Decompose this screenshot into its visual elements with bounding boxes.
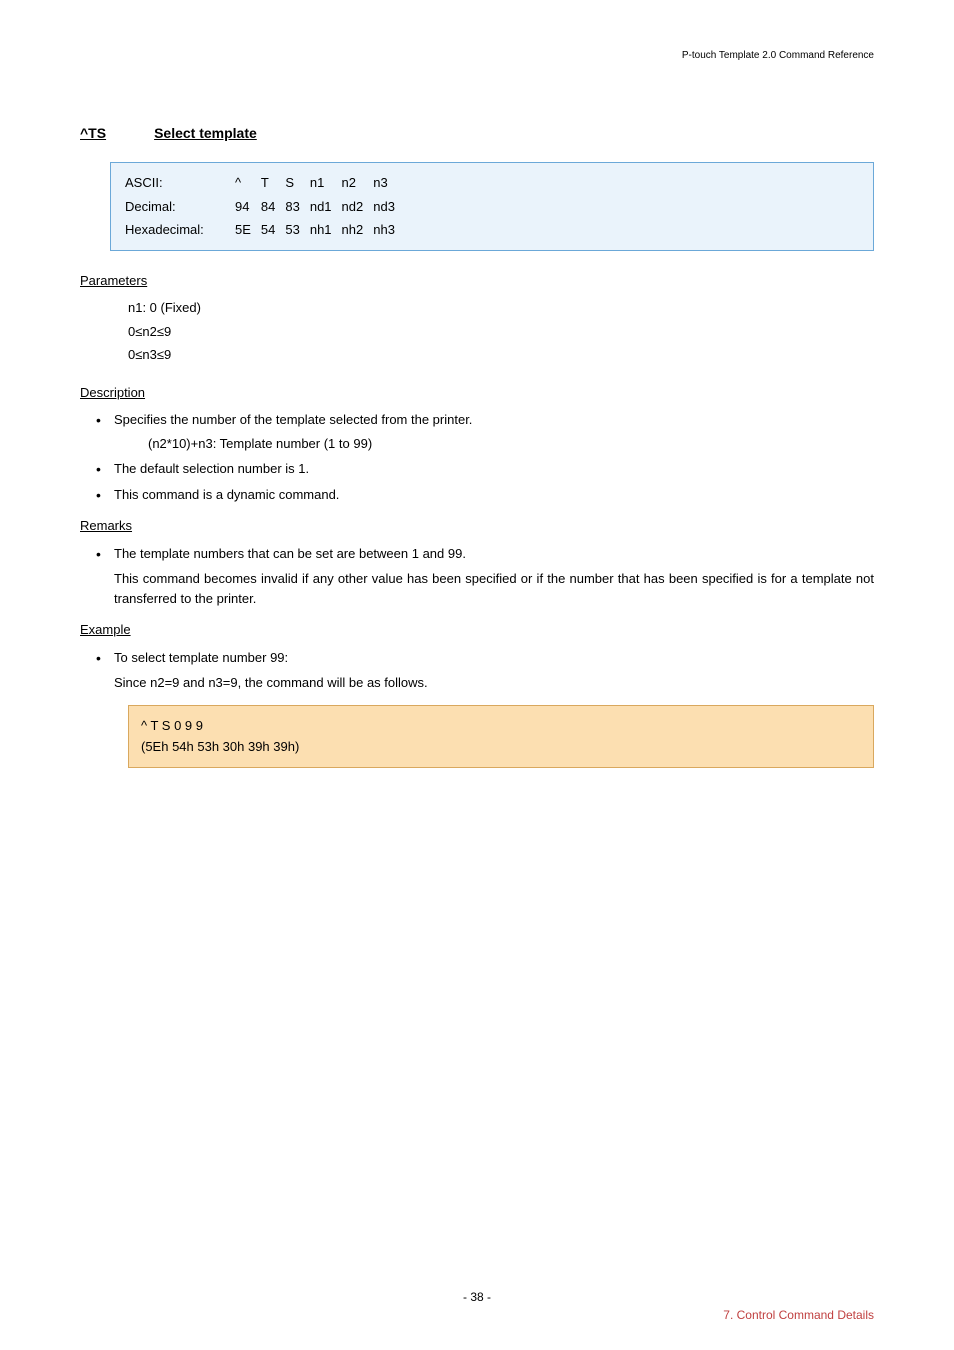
cell: ^: [235, 171, 261, 195]
command-code: ^TS: [80, 125, 106, 141]
cell: S: [285, 171, 309, 195]
cell: n2: [342, 171, 374, 195]
bullet-text: The default selection number is 1.: [114, 461, 309, 476]
cell: n3: [373, 171, 405, 195]
sub-line: (n2*10)+n3: Template number (1 to 99): [148, 434, 874, 454]
cell: nh1: [310, 218, 342, 242]
cell: 54: [261, 218, 285, 242]
cell: nh3: [373, 218, 405, 242]
example-line: ^ T S 0 9 9: [141, 716, 861, 736]
param-line: n1: 0 (Fixed): [128, 298, 874, 318]
remark-paragraph: This command becomes invalid if any othe…: [114, 569, 874, 608]
cell: T: [261, 171, 285, 195]
cell: 84: [261, 195, 285, 219]
bullet-text: This command is a dynamic command.: [114, 487, 339, 502]
example-code-box: ^ T S 0 9 9 (5Eh 54h 53h 30h 39h 39h): [128, 705, 874, 768]
list-item: The template numbers that can be set are…: [96, 544, 874, 609]
row-label: Decimal:: [125, 195, 235, 219]
list-item: To select template number 99: Since n2=9…: [96, 648, 874, 693]
cell: nd3: [373, 195, 405, 219]
bullet-text: To select template number 99:: [114, 650, 288, 665]
example-heading: Example: [80, 620, 874, 640]
cell: nh2: [342, 218, 374, 242]
command-name: Select template: [154, 125, 257, 141]
footer-section: 7. Control Command Details: [723, 1306, 874, 1324]
bullet-text: The template numbers that can be set are…: [114, 546, 466, 561]
encoding-table: ASCII: ^ T S n1 n2 n3 Decimal: 94 84 83 …: [110, 162, 874, 251]
parameters-heading: Parameters: [80, 271, 874, 291]
param-line: 0≤n2≤9: [128, 322, 874, 342]
doc-header: P-touch Template 2.0 Command Reference: [80, 48, 874, 63]
description-heading: Description: [80, 383, 874, 403]
row-label: ASCII:: [125, 171, 235, 195]
table-row: Hexadecimal: 5E 54 53 nh1 nh2 nh3: [125, 218, 405, 242]
page-number: - 38 -: [80, 1288, 874, 1306]
example-line: (5Eh 54h 53h 30h 39h 39h): [141, 737, 861, 757]
example-paragraph: Since n2=9 and n3=9, the command will be…: [114, 673, 874, 693]
bullet-text: Specifies the number of the template sel…: [114, 412, 472, 427]
table-row: Decimal: 94 84 83 nd1 nd2 nd3: [125, 195, 405, 219]
cell: 83: [285, 195, 309, 219]
list-item: Specifies the number of the template sel…: [96, 410, 874, 453]
cell: 94: [235, 195, 261, 219]
list-item: The default selection number is 1.: [96, 459, 874, 479]
param-line: 0≤n3≤9: [128, 345, 874, 365]
cell: 5E: [235, 218, 261, 242]
list-item: This command is a dynamic command.: [96, 485, 874, 505]
table-row: ASCII: ^ T S n1 n2 n3: [125, 171, 405, 195]
cell: nd2: [342, 195, 374, 219]
cell: nd1: [310, 195, 342, 219]
cell: 53: [285, 218, 309, 242]
cell: n1: [310, 171, 342, 195]
command-title: ^TS Select template: [80, 123, 874, 144]
remarks-heading: Remarks: [80, 516, 874, 536]
row-label: Hexadecimal:: [125, 218, 235, 242]
page-footer: - 38 - 7. Control Command Details: [80, 1288, 874, 1306]
